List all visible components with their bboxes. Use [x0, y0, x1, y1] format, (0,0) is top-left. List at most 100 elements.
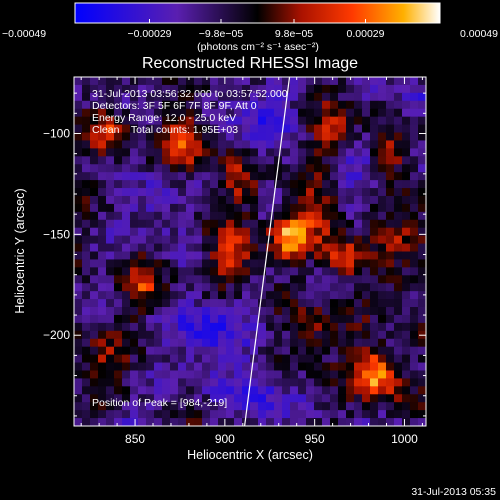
heatmap-cell — [218, 180, 227, 189]
heatmap-cell — [282, 394, 291, 403]
heatmap-cell — [314, 386, 323, 395]
heatmap-cell — [330, 259, 339, 268]
heatmap-cell — [402, 84, 411, 94]
heatmap-cell — [130, 156, 139, 165]
heatmap-cell — [218, 322, 227, 332]
heatmap-cell — [194, 124, 203, 134]
heatmap-cell — [250, 203, 259, 213]
heatmap-cell — [234, 314, 243, 324]
heatmap-cell — [178, 291, 187, 300]
heatmap-cell — [114, 77, 123, 86]
heatmap-cell — [330, 172, 339, 181]
heatmap-cell — [394, 124, 403, 134]
heatmap-cell — [298, 362, 307, 372]
heatmap-cell — [170, 235, 179, 245]
heatmap-cell — [306, 164, 315, 173]
heatmap-cell — [186, 235, 195, 245]
heatmap-cell — [106, 211, 115, 221]
heatmap-cell — [186, 370, 195, 380]
heatmap-cell — [162, 410, 171, 419]
heatmap-cell — [394, 84, 403, 94]
heatmap-cell — [210, 378, 219, 387]
heatmap-cell — [378, 251, 387, 261]
heatmap-cell — [386, 291, 395, 300]
heatmap-cell — [378, 100, 387, 110]
heatmap-cell — [250, 275, 259, 284]
heatmap-cell — [346, 164, 355, 173]
heatmap-cell — [82, 307, 91, 316]
heatmap-cell — [82, 188, 91, 197]
heatmap-cell — [338, 362, 347, 372]
heatmap-cell — [242, 283, 251, 292]
heatmap-cell — [114, 299, 123, 308]
heatmap-cell — [194, 275, 203, 284]
heatmap-cell — [346, 346, 355, 356]
heatmap-cell — [266, 291, 275, 300]
heatmap-cell — [170, 410, 179, 419]
heatmap-cell — [378, 299, 387, 308]
heatmap-cell — [170, 322, 179, 332]
heatmap-cell — [226, 164, 235, 173]
heatmap-cell — [82, 172, 91, 181]
heatmap-cell — [362, 164, 371, 173]
heatmap-cell — [386, 378, 395, 387]
heatmap-cell — [314, 346, 323, 356]
heatmap-cell — [90, 235, 99, 245]
heatmap-cell — [410, 330, 419, 340]
heatmap-cell — [226, 188, 235, 197]
heatmap-cell — [394, 156, 403, 165]
heatmap-cell — [106, 156, 115, 165]
heatmap-cell — [106, 116, 115, 126]
heatmap-cell — [82, 132, 91, 142]
heatmap-cell — [98, 346, 107, 356]
heatmap-cell — [138, 203, 147, 213]
heatmap-cell — [290, 172, 299, 181]
heatmap-cell — [138, 362, 147, 372]
heatmap-cell — [418, 132, 426, 142]
heatmap-cell — [122, 108, 131, 118]
heatmap-cell — [242, 77, 251, 86]
heatmap-cell — [210, 418, 219, 426]
heatmap-cell — [386, 299, 395, 308]
heatmap-cell — [378, 322, 387, 332]
heatmap-cell — [226, 172, 235, 181]
heatmap-cell — [90, 394, 99, 403]
heatmap-cell — [74, 378, 83, 387]
heatmap-cell — [282, 84, 291, 94]
heatmap-cell — [362, 211, 371, 221]
heatmap-cell — [266, 402, 275, 411]
heatmap-cell — [138, 100, 147, 110]
heatmap-cell — [354, 195, 363, 205]
heatmap-cell — [114, 124, 123, 134]
heatmap-cell — [178, 322, 187, 332]
heatmap-cell — [138, 251, 147, 261]
heatmap-cell — [354, 275, 363, 284]
heatmap-cell — [314, 354, 323, 364]
heatmap-cell — [370, 172, 379, 181]
heatmap-cell — [330, 291, 339, 300]
heatmap-cell — [234, 92, 243, 102]
heatmap-cell — [282, 188, 291, 197]
heatmap-cell — [194, 243, 203, 253]
heatmap-cell — [386, 338, 395, 348]
heatmap-cell — [402, 283, 411, 292]
heatmap-cell — [330, 330, 339, 340]
heatmap-cell — [162, 84, 171, 94]
heatmap-cell — [346, 132, 355, 142]
heatmap-cell — [210, 92, 219, 102]
heatmap-cell — [290, 156, 299, 165]
x-tick-label: 900 — [215, 432, 235, 446]
heatmap-cell — [386, 314, 395, 324]
heatmap-cell — [106, 77, 115, 86]
heatmap-cell — [170, 180, 179, 189]
x-tick-label: 950 — [305, 432, 325, 446]
heatmap-cell — [314, 314, 323, 324]
heatmap-cell — [218, 124, 227, 134]
heatmap-cell — [234, 370, 243, 380]
heatmap-cell — [146, 394, 155, 403]
heatmap-cell — [194, 100, 203, 110]
heatmap-cell — [274, 402, 283, 411]
heatmap-cell — [226, 180, 235, 189]
colorbar: −0.00049 −0.00029 −9.8e−05 9.8e−05 0.00029 0.… — [2, 2, 498, 53]
heatmap-cell — [178, 338, 187, 348]
